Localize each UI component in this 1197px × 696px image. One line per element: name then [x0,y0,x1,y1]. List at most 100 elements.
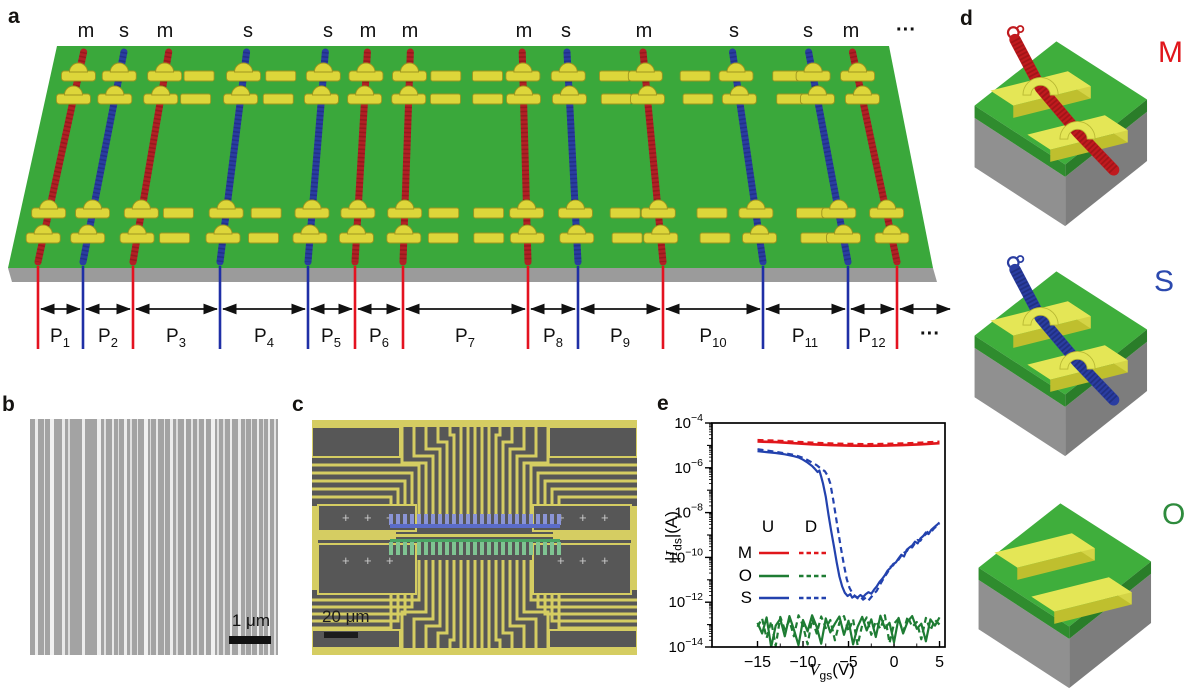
pitch-label: P12 [858,326,885,350]
blue-channel-band [390,524,560,528]
electrode-clamp [550,70,586,82]
alignment-cross: + [579,510,587,525]
electrode-arch [213,224,233,235]
y-tick-label: 10−4 [674,412,703,432]
electrode-arch [127,224,147,235]
electrode-dash [430,70,462,82]
blue-finger-tip [494,514,498,525]
electrode-trace [412,560,435,653]
panel-label-c: c [292,393,304,416]
pitch-label: P7 [455,326,475,350]
electrode-arch [311,85,331,96]
electrode-trace [400,560,428,653]
electrode-clamp [223,93,259,105]
electrode-dome [1022,307,1059,326]
electrode-arch [848,62,868,73]
electrode-clamp [31,207,67,219]
wire-type-label: s [803,20,813,42]
electrode-arch [69,62,88,73]
electrode-arch [302,199,322,210]
sem-stripe [274,419,276,655]
blue-finger-tip [550,514,554,525]
y-tick-label: 10−8 [674,502,703,522]
wire-type-label: m [157,20,174,42]
electrode-dash [699,232,731,244]
electrode-trace [501,560,514,653]
electrode-clamp [303,93,339,105]
green-finger-tip [389,542,393,555]
electrode-arch [83,199,103,210]
electrode-dash [265,70,297,82]
green-finger-tip [508,542,512,555]
electrode-clamp [721,93,757,105]
electrode-clamp [25,232,61,244]
axis-ticks [705,422,941,648]
substrate-edge [8,268,937,282]
electrode-trace [436,422,449,514]
sem-stripe [176,419,178,655]
electrode-arch [394,224,414,235]
x-tick-label: −5 [839,654,857,671]
electrode-arch [155,62,175,73]
electrode-clamp [205,232,241,244]
sem-stripe [263,419,265,655]
electrode-trace [400,422,428,514]
panel-label-e: e [657,392,669,415]
series-M-D [757,438,940,446]
electrode-arch [216,199,236,210]
electrode-top [1031,577,1132,612]
electrode-clamp [742,232,777,244]
wire-type-label: m [360,20,377,42]
electrode-dome [1059,351,1096,370]
electrode-side [1054,592,1132,624]
pitch-label: P6 [369,326,389,350]
electrode-arch [356,62,376,73]
probe-pad [532,543,632,595]
sem-stripe [124,419,127,655]
sem-stripe [217,419,219,655]
electrode-clamp [559,232,595,244]
electrode-clamp [97,93,133,105]
electrode-dash [609,207,641,219]
sem-stripe [43,419,46,655]
electrode-arch [807,85,827,96]
blue-finger-tip [480,514,484,525]
legend: U D MOS [738,517,826,607]
green-channel-band [390,539,560,542]
green-finger-tip [417,542,421,555]
sem-stripe [96,419,101,655]
sem-stripe [268,419,271,655]
electrode-trace [529,463,637,514]
device-type-label: S [1154,265,1174,298]
panel-c-device-micrograph: ++++++++++++ [312,420,637,655]
electrode-clamp [799,93,835,105]
electrode-dash [599,70,630,82]
electrode-dash [248,232,279,244]
electrode-dome [1059,121,1096,140]
sem-stripe [136,419,139,655]
electrode-arch [78,224,98,235]
device-render-S [974,255,1148,457]
electrode-clamp [338,232,374,244]
blue-finger-tip [508,514,512,525]
electrode-arch [517,224,537,235]
channel-line [396,534,553,537]
electrode-arch [64,85,83,96]
wire-type-label: s [119,20,129,42]
blue-finger-tip [417,514,421,525]
electrode-clamp [627,70,663,82]
blue-finger-tip [536,514,540,525]
sem-stripe [82,419,85,655]
nanotube [1009,263,1120,406]
electrode-dash [183,70,215,82]
electrode-arch [109,62,129,73]
alignment-cross: + [364,553,372,568]
electrode-arch [346,224,366,235]
blue-finger-tip [515,514,519,525]
electrode-arch [514,85,533,96]
electrode-clamp [557,207,593,219]
alignment-cross: + [386,553,394,568]
device-render-M [974,25,1148,227]
electrode-clamp [509,232,545,244]
green-finger-tip [501,542,505,555]
